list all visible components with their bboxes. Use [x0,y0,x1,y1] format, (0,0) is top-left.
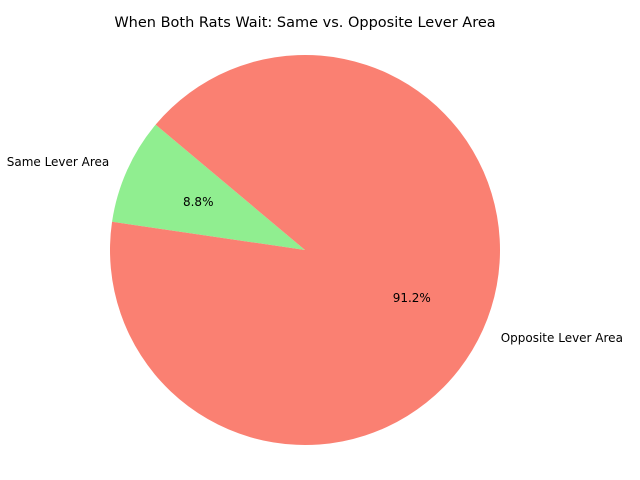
pie-category-label: Opposite Lever Area [501,331,623,345]
pie-slice-same-lever-area [112,124,305,250]
pie-category-label: Same Lever Area [7,155,110,169]
chart-title: When Both Rats Wait: Same vs. Opposite L… [114,15,495,31]
pie-labels: 8.8% Same Lever Area 91.2% Opposite Lever A… [7,155,623,345]
pie-slices [110,54,500,445]
pie-percent-label: 8.8% [183,195,214,209]
pie-percent-label: 91.2% [393,291,431,305]
pie-slice-opposite-lever-area [110,54,500,445]
